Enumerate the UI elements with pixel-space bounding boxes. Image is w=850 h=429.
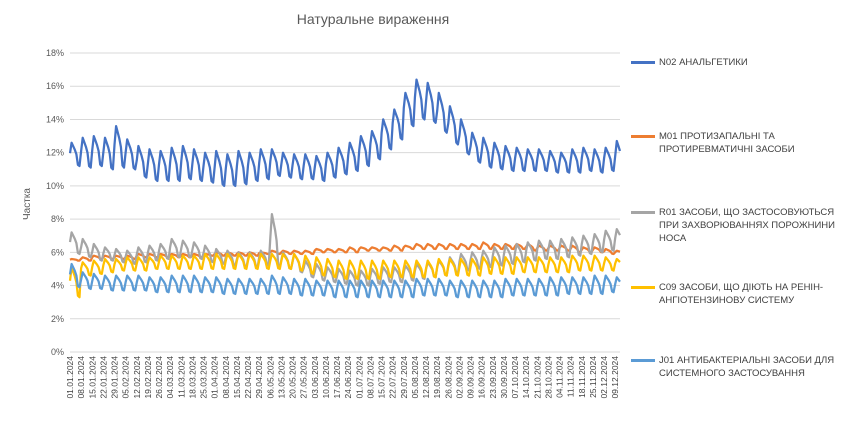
x-tick-label: 07.10.2024 — [510, 356, 520, 399]
x-tick-label: 09.12.2024 — [610, 356, 620, 399]
series-line-r01 — [68, 212, 621, 287]
x-tick-label: 29.01.2024 — [110, 356, 120, 399]
x-tick-label: 18.03.2024 — [187, 356, 197, 399]
x-tick-label: 22.04.2024 — [243, 356, 253, 399]
y-tick-label: 0% — [51, 347, 64, 357]
x-axis-ticks: 01.01.2024 08.01.2024 15.01.2024 22.01.2024… — [65, 356, 620, 399]
x-tick-label: 21.10.2024 — [532, 356, 542, 399]
y-tick-label: 18% — [46, 48, 64, 58]
legend-item: M01 ПРОТИЗАПАЛЬНІ ТА ПРОТИРЕВМАТИЧНІ ЗАС… — [631, 130, 846, 156]
x-tick-label: 29.04.2024 — [254, 356, 264, 399]
x-tick-label: 11.03.2024 — [176, 356, 186, 398]
x-tick-label: 08.07.2024 — [365, 356, 375, 399]
y-tick-label: 8% — [51, 214, 64, 224]
y-axis-title: Частка — [22, 188, 33, 220]
x-tick-label: 15.07.2024 — [377, 356, 387, 399]
x-tick-label: 24.06.2024 — [343, 356, 353, 399]
y-tick-label: 6% — [51, 247, 64, 257]
series-line-n02 — [68, 78, 622, 188]
x-tick-label: 15.01.2024 — [87, 356, 97, 399]
x-tick-label: 13.05.2024 — [276, 356, 286, 399]
x-tick-label: 15.04.2024 — [232, 356, 242, 399]
x-tick-label: 14.10.2024 — [521, 356, 531, 399]
legend-label: N02 АНАЛЬГЕТИКИ — [659, 57, 748, 68]
x-tick-label: 12.02.2024 — [132, 356, 142, 399]
y-tick-label: 2% — [51, 314, 64, 324]
x-tick-label: 22.07.2024 — [388, 356, 398, 399]
x-tick-label: 25.03.2024 — [199, 356, 209, 399]
x-tick-label: 04.11.2024 — [555, 356, 565, 398]
x-tick-label: 02.09.2024 — [454, 356, 464, 399]
x-tick-label: 01.07.2024 — [354, 356, 364, 399]
x-tick-label: 02.12.2024 — [599, 356, 609, 399]
legend-label: J01 АНТИБАКТЕРІАЛЬНІ ЗАСОБИ ДЛЯ СИСТЕМНО… — [659, 355, 835, 379]
x-tick-label: 22.01.2024 — [98, 356, 108, 399]
legend-item: N02 АНАЛЬГЕТИКИ — [631, 56, 846, 69]
x-tick-label: 12.08.2024 — [421, 356, 431, 399]
x-tick-label: 16.09.2024 — [477, 356, 487, 399]
y-axis-ticks: 0% 2% 4% 6% 8% 10% 12% 14% 16% 18% — [46, 48, 64, 357]
x-tick-label: 20.05.2024 — [288, 356, 298, 399]
x-tick-label: 05.02.2024 — [121, 356, 131, 399]
y-tick-label: 14% — [46, 114, 64, 124]
legend-label: R01 ЗАСОБИ, ЩО ЗАСТОСОВУЮТЬСЯ ПРИ ЗАХВОР… — [659, 207, 835, 244]
legend-item: C09 ЗАСОБИ, ЩО ДІЮТЬ НА РЕНІН-АНГІОТЕНЗИ… — [631, 281, 846, 307]
x-tick-label: 08.04.2024 — [221, 356, 231, 399]
x-tick-label: 23.09.2024 — [488, 356, 498, 399]
x-tick-label: 29.07.2024 — [399, 356, 409, 399]
y-tick-label: 4% — [51, 281, 64, 291]
legend-label: C09 ЗАСОБИ, ЩО ДІЮТЬ НА РЕНІН-АНГІОТЕНЗИ… — [659, 282, 824, 306]
x-tick-label: 26.02.2024 — [154, 356, 164, 399]
x-tick-label: 25.11.2024 — [588, 356, 598, 398]
y-tick-label: 12% — [46, 148, 64, 158]
series-line-j01 — [68, 262, 621, 299]
x-tick-label: 27.05.2024 — [299, 356, 309, 399]
x-tick-label: 19.02.2024 — [143, 356, 153, 399]
legend-swatch — [631, 286, 655, 289]
x-tick-label: 11.11.2024 — [566, 356, 576, 398]
legend-swatch — [631, 211, 655, 214]
x-tick-label: 17.06.2024 — [332, 356, 342, 399]
x-tick-label: 08.01.2024 — [76, 356, 86, 399]
legend-swatch — [631, 135, 655, 138]
legend-item: R01 ЗАСОБИ, ЩО ЗАСТОСОВУЮТЬСЯ ПРИ ЗАХВОР… — [631, 206, 846, 245]
x-tick-label: 01.04.2024 — [210, 356, 220, 399]
legend-item: J01 АНТИБАКТЕРІАЛЬНІ ЗАСОБИ ДЛЯ СИСТЕМНО… — [631, 354, 846, 380]
x-tick-label: 09.09.2024 — [466, 356, 476, 399]
y-tick-label: 16% — [46, 81, 64, 91]
x-tick-label: 05.08.2024 — [410, 356, 420, 399]
gridlines — [70, 52, 620, 353]
legend-label: M01 ПРОТИЗАПАЛЬНІ ТА ПРОТИРЕВМАТИЧНІ ЗАС… — [659, 131, 795, 155]
x-tick-label: 04.03.2024 — [165, 356, 175, 399]
legend: N02 АНАЛЬГЕТИКИ M01 ПРОТИЗАПАЛЬНІ ТА ПРОТ… — [631, 0, 846, 429]
legend-swatch — [631, 359, 655, 362]
x-tick-label: 30.09.2024 — [499, 356, 509, 399]
legend-swatch — [631, 61, 655, 64]
x-tick-label: 28.10.2024 — [543, 356, 553, 399]
x-tick-label: 26.08.2024 — [443, 356, 453, 399]
x-tick-label: 18.11.2024 — [577, 356, 587, 398]
x-tick-label: 01.01.2024 — [65, 356, 75, 399]
x-tick-label: 03.06.2024 — [310, 356, 320, 399]
series-lines — [68, 78, 622, 299]
series-line-c09 — [68, 252, 621, 299]
x-tick-label: 06.05.2024 — [265, 356, 275, 399]
y-tick-label: 10% — [46, 181, 64, 191]
chart-title: Натуральне вираження — [297, 11, 449, 27]
x-tick-label: 19.08.2024 — [432, 356, 442, 399]
x-tick-label: 10.06.2024 — [321, 356, 331, 399]
